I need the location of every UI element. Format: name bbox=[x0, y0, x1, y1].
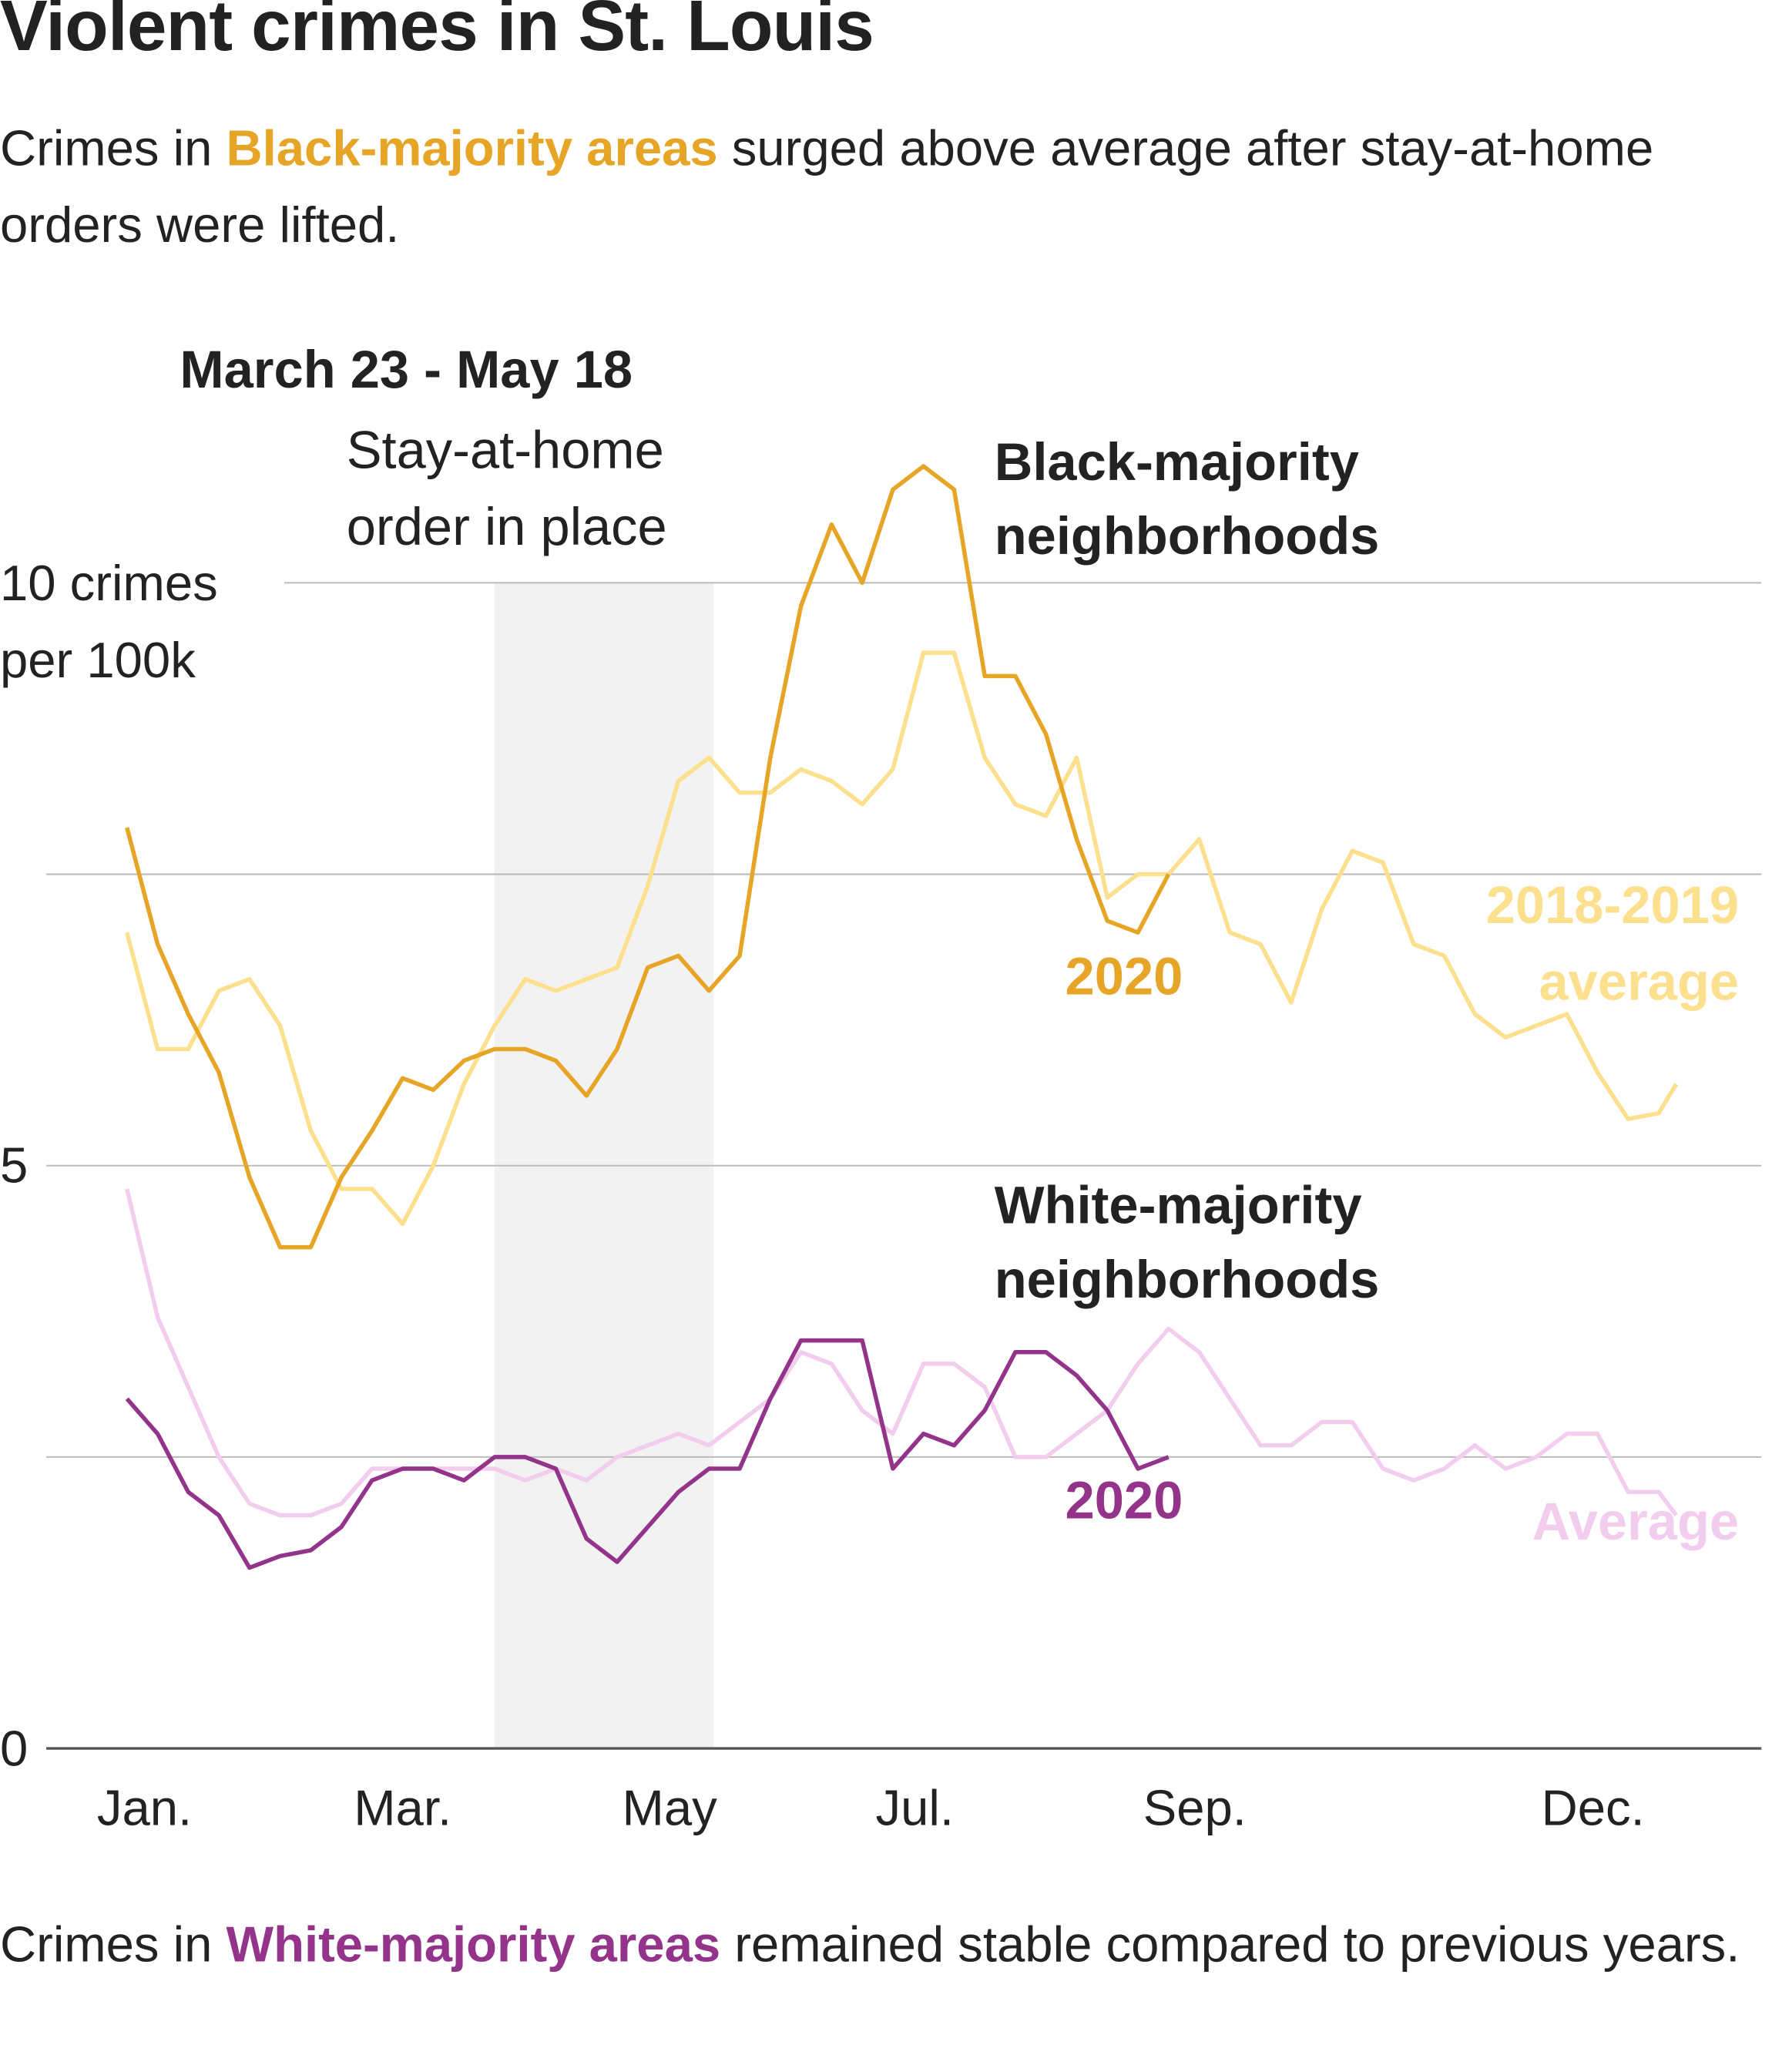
x-tick-label: Sep. bbox=[1143, 1781, 1247, 1838]
series-line bbox=[125, 1188, 1678, 1518]
x-tick-label: Jan. bbox=[96, 1781, 193, 1838]
legend-label: 2020 bbox=[1065, 1472, 1183, 1530]
text-part: White-majority areas bbox=[226, 1917, 721, 1973]
x-tick-label: Dec. bbox=[1541, 1781, 1645, 1838]
legend-label: 2018-2019 average bbox=[1485, 876, 1740, 1012]
annotation-text: Stay-at-home order in place bbox=[346, 421, 667, 557]
text-part: Black-majority areas bbox=[226, 121, 718, 177]
annotation-title: March 23 - May 18 bbox=[180, 341, 633, 400]
x-tick-label: Jul. bbox=[875, 1781, 955, 1838]
group-label: Black-majority neighborhoods bbox=[994, 433, 1380, 566]
x-tick-label: Mar. bbox=[354, 1781, 452, 1838]
group-label: White-majority neighborhoods bbox=[994, 1177, 1380, 1310]
series-line bbox=[125, 1338, 1170, 1570]
y-tick-label: 10 crimes per 100k bbox=[0, 556, 218, 689]
y-tick-label: 0 bbox=[0, 1721, 29, 1778]
legend-label: 2020 bbox=[1065, 948, 1183, 1007]
text-part: Crimes in bbox=[0, 1917, 227, 1973]
legend-label: Average bbox=[1532, 1493, 1740, 1552]
chart-subtitle: Crimes in Black-majority areas surged ab… bbox=[0, 111, 1693, 264]
text-part: surged above average after stay-at-home … bbox=[0, 121, 1654, 254]
chart-footnote: Crimes in White-majority areas remained … bbox=[0, 1907, 1746, 1984]
x-tick-label: May bbox=[622, 1781, 717, 1838]
text-part: Crimes in bbox=[0, 121, 227, 177]
y-tick-label: 5 bbox=[0, 1139, 29, 1195]
text-part: remained stable compared to previous yea… bbox=[720, 1917, 1740, 1973]
series-line bbox=[125, 464, 1171, 1250]
series-line bbox=[125, 650, 1679, 1227]
chart-title: Violent crimes in St. Louis bbox=[0, 0, 874, 66]
